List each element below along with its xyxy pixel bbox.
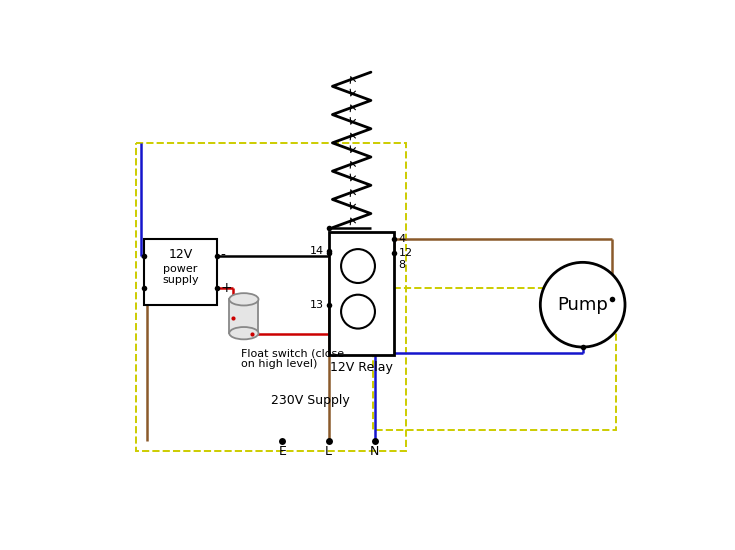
- Circle shape: [341, 249, 375, 283]
- Text: 13: 13: [310, 300, 324, 310]
- Text: 12: 12: [398, 248, 413, 258]
- Ellipse shape: [229, 293, 259, 305]
- Text: on high level): on high level): [241, 359, 318, 369]
- Text: 8: 8: [398, 260, 406, 270]
- Text: 12V: 12V: [168, 248, 193, 261]
- Text: 14: 14: [310, 246, 324, 256]
- Bar: [229, 299, 259, 333]
- Text: 4: 4: [398, 234, 406, 244]
- Circle shape: [341, 295, 375, 328]
- Text: -: -: [220, 249, 226, 263]
- Bar: [373, 288, 616, 430]
- Text: power: power: [163, 263, 198, 273]
- Text: N: N: [370, 446, 379, 458]
- Bar: [329, 232, 394, 355]
- Text: supply: supply: [162, 275, 198, 285]
- Text: L: L: [325, 446, 332, 458]
- Text: +: +: [220, 280, 232, 295]
- Bar: [144, 239, 217, 305]
- Ellipse shape: [229, 327, 259, 339]
- Text: 230V Supply: 230V Supply: [270, 394, 350, 408]
- Circle shape: [540, 262, 625, 347]
- Text: E: E: [279, 446, 287, 458]
- Text: Pump: Pump: [557, 296, 608, 314]
- Text: 12V Relay: 12V Relay: [330, 361, 392, 373]
- Bar: [136, 143, 406, 451]
- Text: Float switch (close: Float switch (close: [241, 348, 344, 358]
